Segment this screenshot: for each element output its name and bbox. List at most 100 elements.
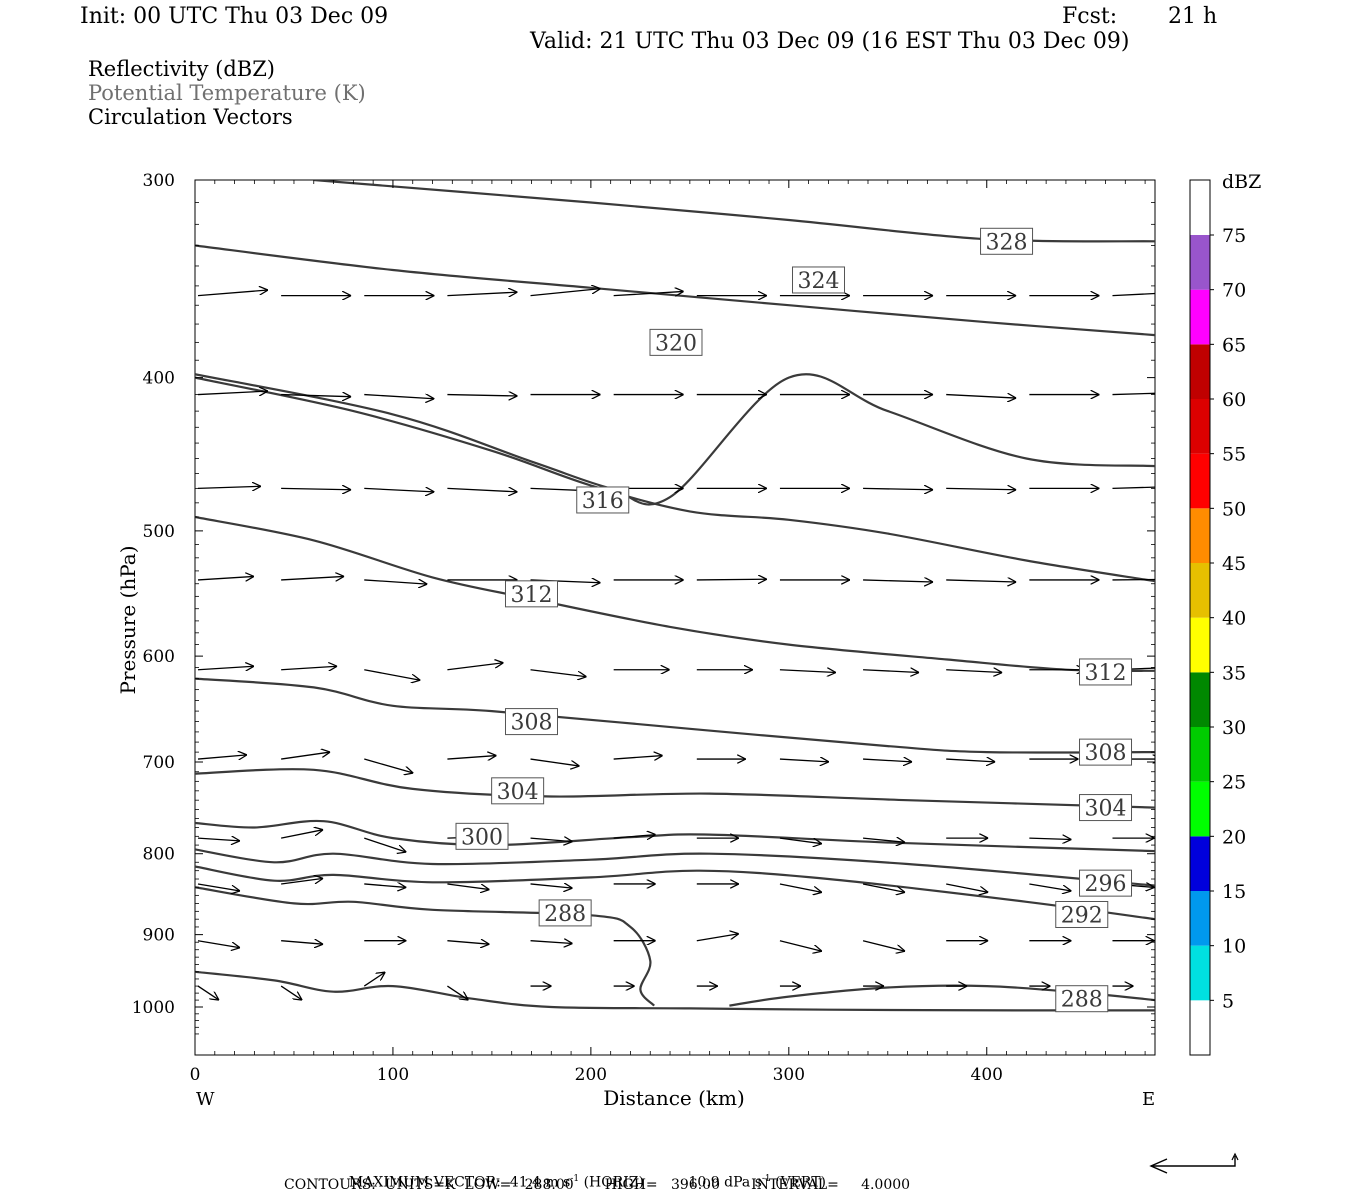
colorbar-segment (1190, 180, 1210, 235)
colorbar-segment (1190, 289, 1210, 345)
circulation-vector (281, 752, 330, 760)
circulation-vector (1112, 392, 1155, 396)
circulation-vector (530, 838, 573, 842)
contours-info: CONTOURS: UNITS=K LOW= 288.00 HIGH= 396.… (284, 1177, 911, 1193)
x-tick-label: 0 (190, 1065, 201, 1085)
x-end-left: W (196, 1089, 215, 1110)
circulation-vector (364, 488, 434, 492)
circulation-vector (281, 878, 323, 885)
theta-label-304: 304 (491, 777, 545, 805)
max-vector-horiz: 41.4 m s (509, 1174, 571, 1191)
theta-contour-308 (195, 677, 1155, 754)
circulation-vector (281, 576, 344, 580)
circulation-vector (447, 663, 503, 671)
vert-tag: (VERT) (775, 1174, 826, 1191)
colorbar-label: 40 (1222, 608, 1246, 630)
circulation-vector (281, 395, 351, 397)
theta-contour-292 (195, 865, 1155, 921)
circulation-vector (613, 756, 663, 760)
circulation-vector (364, 395, 434, 399)
theta-label-box (504, 708, 558, 736)
circulation-vector (863, 759, 912, 762)
circulation-vector (779, 837, 822, 844)
circulation-vector (946, 395, 1016, 399)
y-tick-label: 1000 (132, 998, 175, 1018)
horiz-exponent: -1 (570, 1174, 580, 1184)
circulation-vector (280, 985, 302, 1000)
theta-label-text: 296 (1085, 872, 1127, 897)
theta-label-308: 308 (504, 708, 558, 736)
y-tick-label: 800 (143, 845, 175, 865)
theta-label-box (980, 227, 1034, 255)
x-tick-label: 100 (377, 1065, 409, 1085)
theta-label-288: 288 (1055, 985, 1109, 1013)
theta-label-box (538, 899, 592, 927)
forecast-label: Fcst: (1062, 4, 1118, 29)
y-tick-label: 400 (143, 369, 175, 389)
theta-label-text: 288 (544, 902, 586, 927)
circulation-vector (1029, 838, 1071, 839)
circulation-vector (447, 395, 517, 396)
theta-label-box (1055, 985, 1109, 1013)
colorbar-segment (1190, 727, 1210, 782)
colorbar-segment (1190, 672, 1210, 727)
colorbar-title: dBZ (1222, 171, 1261, 193)
circulation-vector (447, 756, 496, 760)
theta-contour-316 (195, 376, 1155, 583)
circulation-vector (364, 669, 420, 681)
max-vector-vert: 10.9 dPa s (688, 1174, 762, 1191)
theta-contour-304 (195, 768, 1155, 809)
colorbar-label: 30 (1222, 717, 1246, 739)
field-reflectivity: Reflectivity (dBZ) (88, 57, 276, 81)
colorbar-label: 25 (1222, 772, 1246, 794)
colorbar-segment (1190, 508, 1210, 563)
circulation-vector (946, 670, 1002, 673)
theta-label-text: 328 (986, 230, 1028, 255)
theta-label-text: 304 (1085, 797, 1127, 822)
theta-label-box (1079, 869, 1133, 897)
colorbar-segment (1190, 563, 1210, 618)
theta-label-box (504, 580, 558, 608)
theta-label-box (491, 777, 545, 805)
circulation-vector (779, 670, 836, 673)
theta-label-304: 304 (1079, 794, 1133, 822)
circulation-vector (863, 580, 933, 582)
colorbar-label: 10 (1222, 936, 1246, 958)
theta-label-text: 304 (497, 780, 539, 805)
theta-label-324: 324 (792, 266, 846, 294)
y-tick-label: 500 (143, 522, 175, 542)
circulation-vector (197, 576, 254, 580)
theta-label-328: 328 (980, 227, 1034, 255)
circulation-vector (1029, 883, 1071, 891)
theta-label-text: 324 (798, 269, 840, 294)
theta-contour-300 (195, 819, 1155, 853)
theta-label-312: 312 (504, 580, 558, 608)
circulation-vector (779, 759, 829, 762)
x-tick-label: 200 (575, 1065, 607, 1085)
theta-label-text: 308 (510, 711, 552, 736)
colorbar-segment (1190, 453, 1210, 509)
theta-contour-312 (195, 515, 1155, 673)
y-axis-title: Pressure (hPa) (116, 546, 140, 695)
theta-label-box (1079, 738, 1133, 766)
y-tick-label: 700 (143, 753, 175, 773)
valid-time: Valid: 21 UTC Thu 03 Dec 09 (16 EST Thu … (530, 29, 1130, 54)
circulation-vector (863, 838, 905, 842)
forecast-hour: 21 h (1168, 4, 1218, 29)
cross-section-chart: 3283243203163123123083083043043002962922… (116, 171, 1261, 1110)
colorbar-segment (1190, 836, 1210, 891)
circulation-vector (696, 934, 739, 942)
circulation-vector (364, 884, 406, 888)
circulation-vector (281, 941, 323, 945)
max-vector-line: MAXIMUM VECTOR: 41.4 m s-1 (HORIZ) 10.9 … (340, 1158, 826, 1191)
theta-label-text: 316 (582, 489, 624, 514)
circulation-vector (530, 884, 573, 888)
colorbar-segment (1190, 781, 1210, 837)
circulation-vector (447, 488, 517, 492)
circulation-vector (281, 488, 351, 489)
theta-label-text: 288 (1061, 988, 1103, 1013)
colorbar-segment (1190, 344, 1210, 399)
theta-label-text: 300 (461, 825, 503, 850)
theta-label-312: 312 (1079, 658, 1133, 686)
colorbar-segment (1190, 945, 1210, 1001)
